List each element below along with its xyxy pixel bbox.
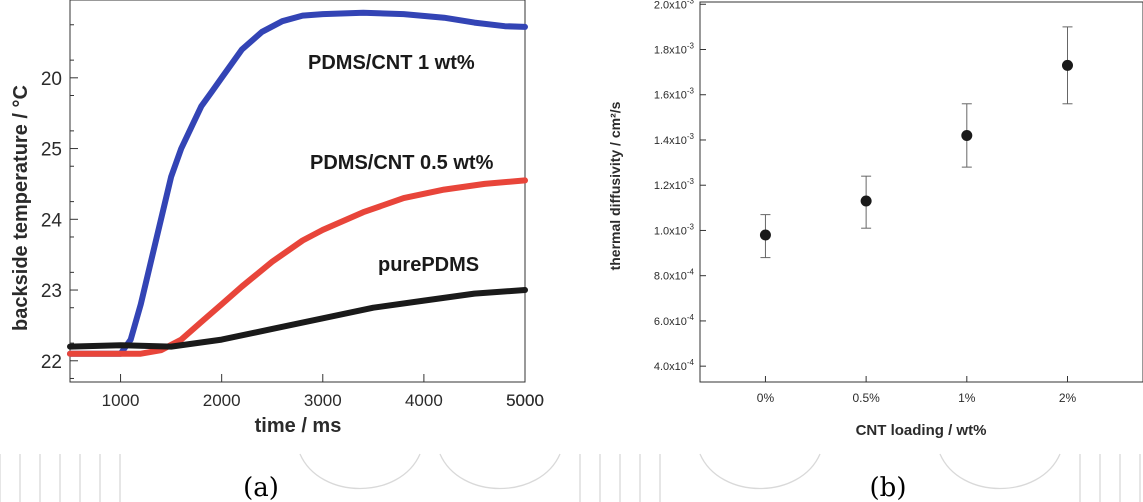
series-line-0 <box>67 9 528 357</box>
tick-exponent: -4 <box>687 268 695 277</box>
tick-mantissa: 1.2x10 <box>654 180 687 192</box>
panel-b-y-axis-title-text: thermal diffusivity / cm²/s <box>607 101 623 270</box>
panel-b-y-tick-label: 8.0x10-4 <box>654 268 695 283</box>
panel-a-y-axis-title: backside temperature / °C <box>10 85 32 331</box>
tick-mantissa: 2.0x10 <box>654 0 687 11</box>
panel-b-plot-frame <box>699 1 1143 383</box>
panel-b-x-tick-label: 0.5% <box>852 391 880 405</box>
panel-a-y-tick-label: 20 <box>41 69 62 90</box>
tick-exponent: -3 <box>687 87 695 96</box>
panel-b-y-tick-label: 2.0x10-3 <box>654 0 695 11</box>
tick-exponent: -4 <box>687 358 695 367</box>
panel-b-y-tick-label: 6.0x10-4 <box>654 313 695 328</box>
panel-a-y-tick-label: 23 <box>41 281 62 302</box>
tick-exponent: -3 <box>687 132 695 141</box>
data-point <box>1061 59 1073 71</box>
panel-b-x-axis-title: CNT loading / wt% <box>856 422 987 439</box>
panel-b-y-tick-label: 1.8x10-3 <box>654 42 695 57</box>
data-point <box>860 195 872 207</box>
panel-a-x-tick-label: 4000 <box>405 391 443 410</box>
panel-b-y-tick-label: 4.0x10-4 <box>654 358 695 373</box>
tick-exponent: -3 <box>687 42 695 51</box>
panel-b-y-tick-label: 1.2x10-3 <box>654 177 695 192</box>
panel-b-y-tick-label: 1.4x10-3 <box>654 132 695 147</box>
panel-a-label: (a) <box>243 473 279 502</box>
data-point <box>759 229 771 241</box>
panel-a-x-tick-label: 5000 <box>506 391 544 410</box>
tick-mantissa: 1.8x10 <box>654 45 687 57</box>
panel-a-x-axis-title: time / ms <box>255 415 342 437</box>
panel-b-chart: 4.0x10-46.0x10-48.0x10-41.0x10-31.2x10-3… <box>607 0 1143 502</box>
tick-exponent: -3 <box>687 222 695 231</box>
tick-mantissa: 1.6x10 <box>654 90 687 102</box>
panel-a-plot-frame <box>69 0 526 383</box>
series-label-cnt-05: PDMS/CNT 0.5 wt% <box>310 152 494 174</box>
tick-exponent: -3 <box>687 177 695 186</box>
panel-a-series <box>67 9 528 357</box>
series-label-cnt-1: PDMS/CNT 1 wt% <box>308 52 475 74</box>
tick-mantissa: 8.0x10 <box>654 271 687 283</box>
panel-b-x-tick-label: 2% <box>1059 391 1077 405</box>
series-label-pure-pdms: purePDMS <box>378 254 479 276</box>
series-line-1 <box>67 177 528 357</box>
panel-a-y-tick-label: 25 <box>41 140 62 161</box>
tick-mantissa: 1.4x10 <box>654 135 687 147</box>
panel-a-y-tick-label: 22 <box>41 352 62 373</box>
panel-b-y-axis-title: thermal diffusivity / cm²/s <box>607 101 623 270</box>
watermark-pattern <box>0 453 1141 502</box>
panel-b-y-tick-label: 1.0x10-3 <box>654 222 695 237</box>
tick-mantissa: 6.0x10 <box>654 316 687 328</box>
panel-a-x-tick-label: 1000 <box>102 391 140 410</box>
tick-mantissa: 4.0x10 <box>654 361 687 373</box>
panel-a-y-ticks: 22 23 24 25 20 <box>41 24 78 379</box>
panel-b-y-tick-label: 1.6x10-3 <box>654 87 695 102</box>
panel-b-x-tick-label: 0% <box>757 391 775 405</box>
tick-mantissa: 1.0x10 <box>654 225 687 237</box>
panel-a-x-tick-label: 2000 <box>203 391 241 410</box>
panel-b-x-ticks: 0% 0.5% 1% 2% <box>757 376 1077 405</box>
panel-a-x-tick-label: 5000 <box>506 391 544 410</box>
data-point <box>961 129 973 141</box>
panel-b-y-ticks: 4.0x10-46.0x10-48.0x10-41.0x10-31.2x10-3… <box>654 0 706 373</box>
panel-b-label: (b) <box>870 473 907 502</box>
tick-exponent: -3 <box>687 0 695 5</box>
tick-exponent: -4 <box>687 313 695 322</box>
series-line-2 <box>67 287 528 350</box>
panel-b-x-tick-label: 1% <box>958 391 976 405</box>
panel-a-y-tick-label: 24 <box>41 210 63 231</box>
panel-b-points <box>759 26 1073 259</box>
panel-a-x-tick-label: 3000 <box>304 391 342 410</box>
